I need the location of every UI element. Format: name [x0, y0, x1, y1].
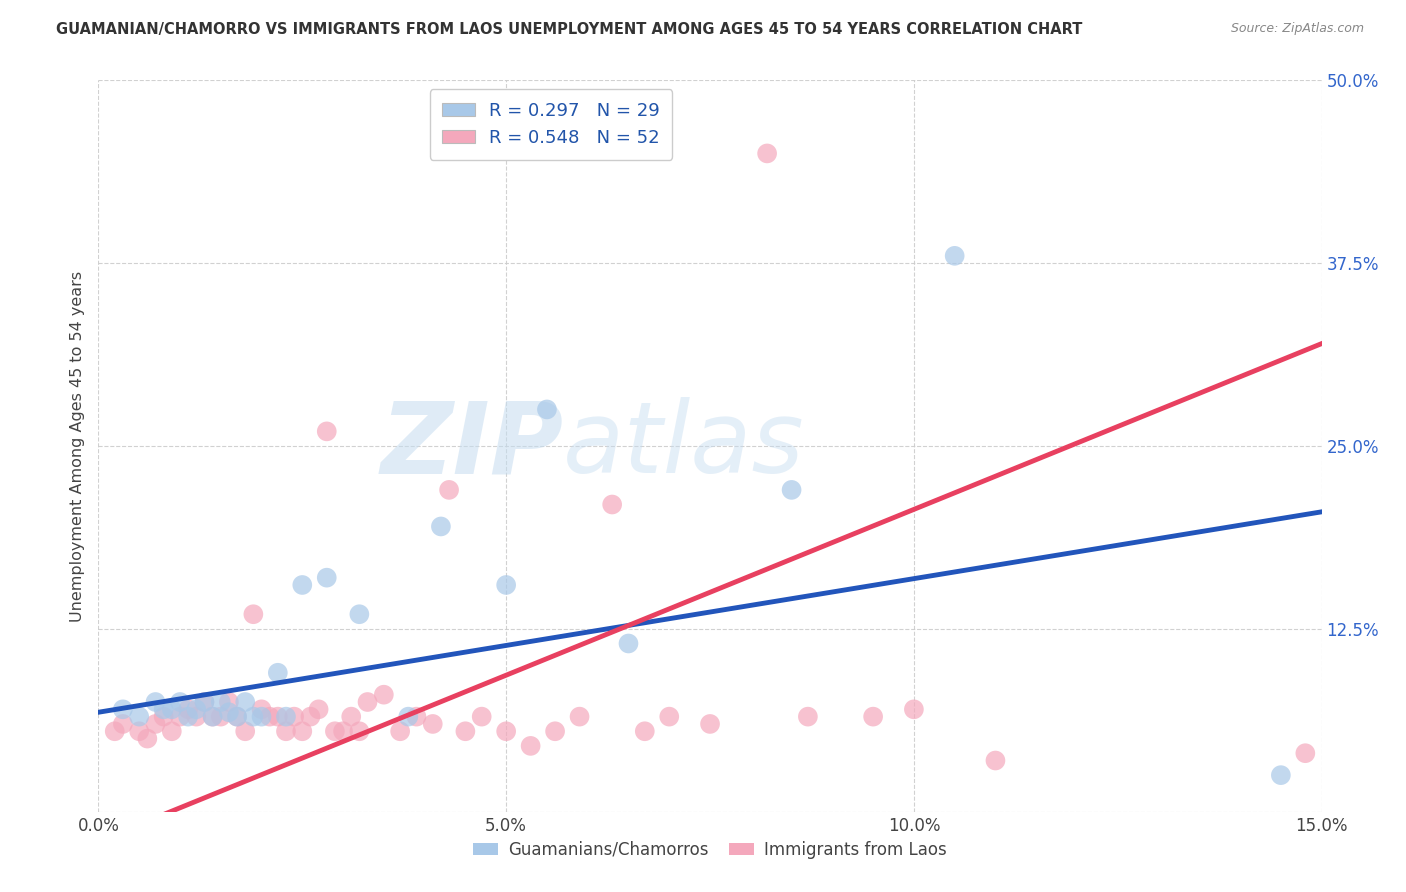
- Point: [177, 709, 200, 723]
- Point: [430, 519, 453, 533]
- Point: [267, 665, 290, 680]
- Point: [169, 695, 191, 709]
- Point: [332, 724, 354, 739]
- Point: [862, 709, 884, 723]
- Point: [519, 739, 541, 753]
- Point: [111, 702, 134, 716]
- Point: [471, 709, 494, 723]
- Point: [242, 607, 264, 622]
- Point: [152, 702, 174, 716]
- Point: [349, 724, 371, 739]
- Point: [634, 724, 657, 739]
- Point: [495, 578, 517, 592]
- Point: [617, 636, 640, 650]
- Point: [699, 717, 721, 731]
- Point: [373, 688, 395, 702]
- Point: [177, 702, 200, 716]
- Point: [340, 709, 363, 723]
- Point: [291, 578, 314, 592]
- Point: [274, 724, 297, 739]
- Point: [274, 709, 297, 723]
- Point: [658, 709, 681, 723]
- Point: [209, 695, 232, 709]
- Legend: Guamanians/Chamorros, Immigrants from Laos: Guamanians/Chamorros, Immigrants from La…: [467, 834, 953, 865]
- Point: [160, 702, 183, 716]
- Point: [756, 146, 779, 161]
- Point: [160, 724, 183, 739]
- Point: [349, 607, 371, 622]
- Point: [193, 695, 215, 709]
- Point: [186, 702, 208, 716]
- Y-axis label: Unemployment Among Ages 45 to 54 years: Unemployment Among Ages 45 to 54 years: [69, 270, 84, 622]
- Point: [308, 702, 330, 716]
- Point: [544, 724, 567, 739]
- Point: [111, 717, 134, 731]
- Text: atlas: atlas: [564, 398, 804, 494]
- Text: ZIP: ZIP: [380, 398, 564, 494]
- Point: [226, 709, 249, 723]
- Point: [267, 709, 290, 723]
- Point: [209, 709, 232, 723]
- Point: [145, 695, 167, 709]
- Point: [128, 724, 150, 739]
- Point: [186, 709, 208, 723]
- Point: [943, 249, 966, 263]
- Point: [315, 571, 337, 585]
- Point: [250, 709, 273, 723]
- Point: [201, 709, 224, 723]
- Point: [536, 402, 558, 417]
- Point: [104, 724, 127, 739]
- Point: [396, 709, 419, 723]
- Point: [128, 709, 150, 723]
- Point: [201, 709, 224, 723]
- Point: [1270, 768, 1292, 782]
- Point: [233, 724, 256, 739]
- Point: [169, 709, 191, 723]
- Point: [291, 724, 314, 739]
- Point: [152, 709, 174, 723]
- Point: [984, 754, 1007, 768]
- Point: [437, 483, 460, 497]
- Point: [250, 702, 273, 716]
- Point: [193, 695, 215, 709]
- Point: [259, 709, 281, 723]
- Point: [233, 695, 256, 709]
- Point: [568, 709, 591, 723]
- Point: [145, 717, 167, 731]
- Point: [389, 724, 412, 739]
- Point: [218, 695, 240, 709]
- Point: [780, 483, 803, 497]
- Point: [315, 425, 337, 439]
- Point: [356, 695, 378, 709]
- Point: [226, 709, 249, 723]
- Text: GUAMANIAN/CHAMORRO VS IMMIGRANTS FROM LAOS UNEMPLOYMENT AMONG AGES 45 TO 54 YEAR: GUAMANIAN/CHAMORRO VS IMMIGRANTS FROM LA…: [56, 22, 1083, 37]
- Point: [1294, 746, 1316, 760]
- Point: [283, 709, 305, 723]
- Point: [242, 709, 264, 723]
- Point: [600, 498, 623, 512]
- Point: [323, 724, 346, 739]
- Point: [136, 731, 159, 746]
- Point: [454, 724, 477, 739]
- Point: [218, 705, 240, 719]
- Point: [797, 709, 820, 723]
- Text: Source: ZipAtlas.com: Source: ZipAtlas.com: [1230, 22, 1364, 36]
- Point: [903, 702, 925, 716]
- Point: [495, 724, 517, 739]
- Point: [405, 709, 427, 723]
- Point: [422, 717, 444, 731]
- Point: [299, 709, 322, 723]
